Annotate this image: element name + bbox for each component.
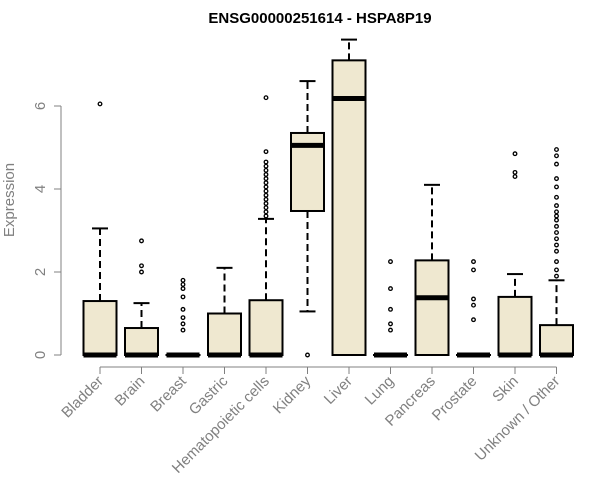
box-lung [373, 259, 408, 358]
y-tick-label: 2 [32, 268, 49, 276]
y-tick-label: 4 [32, 185, 49, 193]
outlier-point [554, 213, 559, 219]
outlier-point [388, 286, 393, 292]
outlier-point [554, 147, 559, 153]
outlier-point [263, 159, 269, 165]
box-iqr [497, 295, 533, 356]
outlier-point [97, 101, 103, 107]
outlier-point [180, 277, 186, 283]
outlier-point [263, 176, 269, 182]
outlier-point [180, 282, 186, 287]
outlier-point [305, 352, 310, 358]
outlier-point [554, 176, 559, 182]
outlier-point [139, 269, 144, 275]
outlier-point [263, 209, 269, 215]
box-iqr [539, 324, 574, 356]
box-hematopoietic-cells [248, 95, 284, 358]
outlier-point [554, 153, 559, 159]
box-breast [165, 277, 201, 358]
outlier-point [263, 196, 269, 202]
outlier-point [554, 203, 559, 209]
boxes-group [82, 38, 574, 358]
outlier-point [263, 213, 269, 219]
outlier-point [388, 259, 393, 265]
box-brain [124, 238, 159, 358]
outlier-point [388, 327, 393, 333]
outlier-point [471, 267, 476, 273]
y-tick-label: 0 [32, 351, 49, 359]
box-pancreas [414, 183, 450, 357]
outlier-point [554, 230, 559, 236]
box-prostate [456, 259, 491, 358]
outlier-point [471, 302, 476, 308]
box-liver [331, 38, 367, 356]
outlier-point [388, 321, 393, 327]
outlier-point [263, 192, 269, 198]
box-iqr [414, 259, 450, 357]
y-axis: 0 2 4 6 [32, 102, 62, 359]
outlier-point [263, 184, 269, 190]
outlier-point [263, 149, 269, 155]
box-kidney [290, 80, 325, 358]
chart-title: ENSG00000251614 - HSPA8P19 [208, 10, 431, 27]
outlier-point [263, 201, 269, 206]
x-tick-label: Prostate [429, 373, 481, 425]
outlier-point [139, 263, 144, 269]
y-axis-label: Expression [1, 163, 18, 237]
x-tick-label: Brain [112, 373, 149, 410]
outlier-point [554, 236, 559, 242]
x-tick-label: Lung [362, 373, 398, 409]
outlier-point [263, 172, 269, 177]
outlier-point [263, 95, 269, 101]
outlier-point [554, 217, 559, 223]
y-tick-label: 6 [32, 102, 49, 110]
outlier-point [180, 315, 186, 321]
outlier-point [180, 306, 186, 312]
outlier-point [554, 267, 559, 273]
outlier-point [554, 223, 559, 229]
outlier-point [263, 205, 269, 211]
outlier-point [180, 321, 186, 327]
outlier-point [554, 194, 559, 200]
x-tick-label: Kidney [270, 372, 315, 417]
outlier-point [471, 296, 476, 302]
box-iqr [82, 300, 118, 356]
box-iqr [124, 327, 159, 356]
outlier-point [139, 238, 144, 244]
outlier-point [388, 306, 393, 312]
outlier-point [180, 327, 186, 333]
x-tick-label: Liver [321, 373, 356, 408]
outlier-point [263, 163, 269, 169]
box-unknown-other [539, 147, 574, 358]
outlier-point [554, 273, 559, 279]
outlier-point [512, 174, 518, 179]
outlier-point [180, 286, 186, 292]
box-iqr [248, 299, 284, 356]
box-skin [497, 151, 533, 358]
outlier-point [471, 317, 476, 323]
x-tick-label: Skin [489, 373, 522, 406]
outlier-point [554, 259, 559, 265]
x-tick-label: Bladder [58, 373, 107, 422]
outlier-point [471, 259, 476, 265]
box-iqr [331, 59, 367, 356]
outlier-point [554, 242, 559, 248]
x-tick-label: Breast [147, 372, 190, 415]
outlier-point [554, 248, 559, 254]
outlier-point [263, 167, 269, 173]
outlier-point [554, 209, 559, 215]
box-bladder [82, 101, 118, 358]
outlier-point [512, 151, 518, 157]
outlier-point [554, 161, 559, 167]
outlier-point [554, 184, 559, 190]
outlier-point [263, 180, 269, 186]
outlier-point [263, 188, 269, 194]
outlier-point [180, 294, 186, 300]
box-iqr [207, 312, 242, 356]
box-gastric [207, 266, 242, 358]
outlier-point [512, 169, 518, 175]
